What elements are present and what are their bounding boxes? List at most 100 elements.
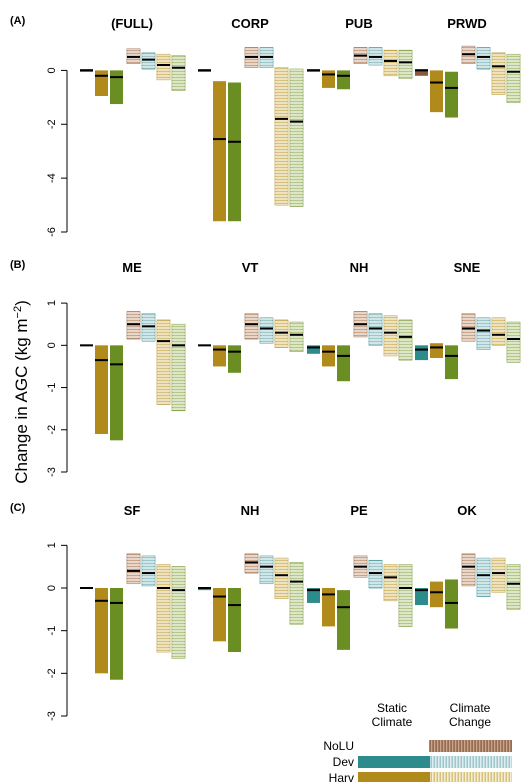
bar-static-harv bbox=[322, 345, 335, 367]
bar-hatch bbox=[142, 556, 155, 586]
group-title: VT bbox=[242, 260, 259, 275]
bar-static-nolu bbox=[415, 69, 428, 76]
legend-heading: Change bbox=[449, 715, 491, 729]
bar-hatch bbox=[157, 564, 170, 652]
y-axis-label: Change in AGC (kg m−2) bbox=[12, 300, 31, 484]
bar-hatch bbox=[127, 311, 140, 339]
bar-hatch bbox=[290, 69, 303, 207]
bar-hatch bbox=[507, 564, 520, 610]
panel-label: (C) bbox=[10, 502, 26, 514]
legend-label-dev: Dev bbox=[333, 755, 354, 769]
group-nh: NH bbox=[198, 503, 304, 652]
y-tick-label: -6 bbox=[46, 227, 58, 237]
bar-hatch bbox=[477, 47, 490, 70]
legend-swatch-hatch bbox=[430, 756, 512, 768]
bar-hatch bbox=[384, 564, 397, 601]
bar-static-harv bbox=[213, 345, 226, 367]
panel-label: (A) bbox=[10, 15, 26, 27]
bar-static-dev bbox=[307, 588, 320, 603]
bar-static-harvdev bbox=[337, 345, 350, 382]
group-corp: CORP bbox=[198, 16, 304, 222]
group-me: ME bbox=[80, 260, 186, 441]
group-title: OK bbox=[457, 503, 477, 518]
y-tick-label: -2 bbox=[46, 668, 58, 678]
bar-static-harv bbox=[213, 81, 226, 222]
group-title: NH bbox=[350, 260, 369, 275]
bar-hatch bbox=[275, 320, 288, 348]
y-tick-label: -2 bbox=[46, 119, 58, 129]
bar-hatch bbox=[477, 558, 490, 597]
bar-static-harv bbox=[95, 70, 108, 96]
legend-heading: Static bbox=[377, 701, 407, 715]
bar-hatch bbox=[462, 313, 475, 342]
y-tick-label: -1 bbox=[46, 383, 58, 393]
bar-static-harvdev bbox=[228, 345, 241, 373]
panel-label: (B) bbox=[10, 259, 26, 271]
bar-hatch bbox=[492, 317, 505, 346]
bar-hatch bbox=[245, 553, 258, 574]
bar-hatch bbox=[507, 322, 520, 363]
group-title: PUB bbox=[345, 16, 372, 31]
bar-static-harvdev bbox=[445, 345, 458, 380]
bar-static-harvdev bbox=[110, 70, 123, 105]
bar-hatch bbox=[142, 313, 155, 342]
bar-hatch bbox=[260, 317, 273, 344]
bar-static-dev bbox=[415, 588, 428, 606]
bar-hatch bbox=[172, 566, 185, 659]
bar-static-harvdev bbox=[228, 82, 241, 222]
group-prwd: PRWD bbox=[415, 16, 521, 118]
bar-static-harvdev bbox=[110, 345, 123, 441]
bar-hatch bbox=[275, 558, 288, 599]
y-tick-label: -3 bbox=[46, 711, 58, 721]
bar-hatch bbox=[290, 562, 303, 625]
group-sne: SNE bbox=[415, 260, 521, 380]
y-tick-label: -2 bbox=[46, 425, 58, 435]
legend: StaticClimateClimateChangeNoLUDevHarvHar… bbox=[323, 701, 512, 782]
y-tick-label: 1 bbox=[46, 542, 58, 548]
group-title: CORP bbox=[231, 16, 269, 31]
group-full: (FULL) bbox=[80, 16, 186, 105]
bar-hatch bbox=[127, 553, 140, 584]
group-title: (FULL) bbox=[111, 16, 153, 31]
bar-hatch bbox=[369, 560, 382, 588]
legend-swatch-static-dev bbox=[358, 756, 430, 768]
group-nh: NH bbox=[307, 260, 413, 382]
bar-hatch bbox=[172, 55, 185, 91]
bar-hatch bbox=[399, 50, 412, 79]
group-title: PRWD bbox=[447, 16, 486, 31]
y-tick-label: 0 bbox=[46, 67, 58, 73]
bar-hatch bbox=[157, 54, 170, 80]
y-tick-label: 0 bbox=[46, 585, 58, 591]
bar-hatch bbox=[399, 564, 412, 627]
bar-hatch bbox=[275, 67, 288, 206]
legend-heading: Climate bbox=[450, 701, 491, 715]
group-title: SF bbox=[124, 503, 141, 518]
bar-hatch bbox=[477, 317, 490, 350]
bar-static-harvdev bbox=[110, 588, 123, 680]
bar-hatch bbox=[290, 322, 303, 352]
group-pub: PUB bbox=[307, 16, 413, 90]
panel-1: (B) -3 -2 -1 0 1 ME VT NH SNE bbox=[10, 259, 521, 477]
y-tick-label: -4 bbox=[46, 173, 58, 183]
bar-static-harv bbox=[213, 588, 226, 642]
bar-hatch bbox=[492, 558, 505, 593]
bar-hatch bbox=[462, 553, 475, 586]
y-tick-label: 1 bbox=[46, 300, 58, 306]
bar-hatch bbox=[492, 52, 505, 95]
bar-static-harv bbox=[430, 70, 443, 113]
legend-label-nolu: NoLU bbox=[323, 739, 354, 753]
bar-hatch bbox=[172, 324, 185, 411]
bar-static-harvdev bbox=[445, 71, 458, 118]
bar-static-harvdev bbox=[445, 579, 458, 629]
bar-static-dev bbox=[307, 345, 320, 354]
bar-static-dev bbox=[415, 345, 428, 361]
bar-hatch bbox=[245, 313, 258, 339]
group-title: ME bbox=[122, 260, 142, 275]
bar-static-harv bbox=[322, 588, 335, 627]
legend-swatch-static-harv bbox=[358, 772, 430, 782]
bar-hatch bbox=[507, 54, 520, 103]
bar-static-harv bbox=[430, 581, 443, 608]
bar-static-harvdev bbox=[337, 70, 350, 90]
group-title: SNE bbox=[454, 260, 481, 275]
y-tick-label: -1 bbox=[46, 626, 58, 636]
